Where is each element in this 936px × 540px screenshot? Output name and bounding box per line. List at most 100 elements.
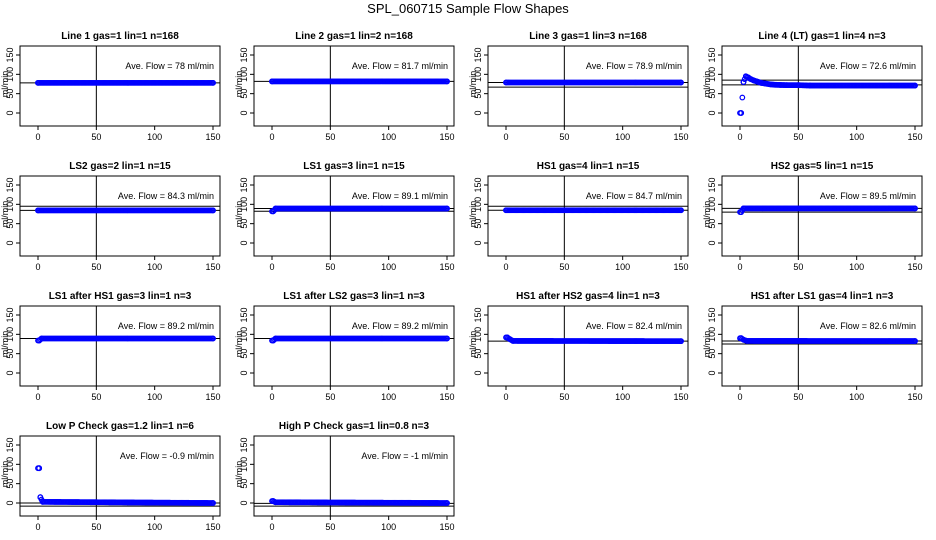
- x-tick-label: 100: [849, 132, 864, 142]
- panel-3: Line 3 gas=1 lin=3 n=168 0 50 100 150 0 50 100 1…: [468, 31, 689, 142]
- x-tick-label: 50: [325, 132, 335, 142]
- x-tick-label: 50: [91, 262, 101, 272]
- y-tick-label: 100: [707, 197, 717, 212]
- data-point: [740, 79, 747, 85]
- y-tick-label: 150: [239, 47, 249, 62]
- x-tick-label: 100: [615, 262, 630, 272]
- y-tick-label: 0: [5, 370, 15, 375]
- x-tick-label: 150: [205, 132, 220, 142]
- x-tick-label: 0: [503, 132, 508, 142]
- panel-title: HS2 gas=5 lin=1 n=15: [771, 161, 874, 172]
- y-axis-label: ml/min: [234, 71, 244, 98]
- y-tick-label: 50: [473, 349, 483, 359]
- y-tick-label: 100: [5, 457, 15, 472]
- x-tick-label: 100: [381, 392, 396, 402]
- x-tick-label: 50: [325, 522, 335, 532]
- y-tick-label: 50: [707, 219, 717, 229]
- y-tick-label: 0: [473, 370, 483, 375]
- y-tick-label: 50: [5, 89, 15, 99]
- y-tick-label: 0: [707, 370, 717, 375]
- panel-title: Line 2 gas=1 lin=2 n=168: [295, 31, 413, 42]
- x-tick-label: 150: [205, 522, 220, 532]
- plot-frame: [19, 305, 221, 387]
- y-tick-label: 150: [5, 177, 15, 192]
- plot-frame: [487, 305, 689, 387]
- x-tick-label: 150: [439, 262, 454, 272]
- y-axis-label: ml/min: [234, 461, 244, 488]
- x-tick-label: 150: [673, 262, 688, 272]
- y-tick-label: 50: [5, 479, 15, 489]
- data-point: [912, 338, 918, 344]
- plot-frame: [721, 45, 923, 127]
- x-tick-label: 0: [35, 262, 40, 272]
- data-point: [35, 207, 41, 214]
- x-tick-label: 50: [793, 262, 803, 272]
- y-tick-label: 50: [239, 479, 249, 489]
- data-point: [272, 205, 279, 212]
- data-point: [740, 336, 747, 343]
- y-tick-label: 150: [707, 177, 717, 192]
- data-point: [444, 205, 450, 212]
- y-tick-label: 0: [239, 240, 249, 245]
- average-flow-annotation: Ave. Flow = 89.1 ml/min: [352, 191, 448, 201]
- x-tick-label: 0: [35, 392, 40, 402]
- y-tick-label: 50: [239, 89, 249, 99]
- panel-1: Line 1 gas=1 lin=1 n=168 0 50 100 150 0 50 100 1…: [0, 31, 221, 142]
- x-tick-label: 0: [269, 262, 274, 272]
- x-tick-label: 150: [439, 132, 454, 142]
- x-tick-label: 50: [325, 392, 335, 402]
- plot-frame: [487, 45, 689, 127]
- panel-2: Line 2 gas=1 lin=2 n=168 0 50 100 150 0 50 100 1…: [234, 31, 455, 142]
- plot-frame: [253, 305, 455, 387]
- plot-frame: [253, 435, 455, 517]
- y-axis-label: ml/min: [234, 201, 244, 228]
- data-point: [678, 79, 684, 86]
- y-axis-label: ml/min: [702, 201, 712, 228]
- average-flow-annotation: Ave. Flow = -1 ml/min: [361, 451, 448, 461]
- y-tick-label: 150: [239, 307, 249, 322]
- y-tick-label: 0: [707, 110, 717, 115]
- y-tick-label: 100: [5, 67, 15, 82]
- data-point: [36, 465, 43, 472]
- x-tick-label: 150: [205, 392, 220, 402]
- y-tick-label: 50: [5, 349, 15, 359]
- x-tick-label: 100: [381, 522, 396, 532]
- data-point: [912, 205, 918, 212]
- average-flow-annotation: Ave. Flow = 89.2 ml/min: [352, 321, 448, 331]
- y-axis-label: ml/min: [468, 71, 478, 98]
- y-tick-label: 150: [239, 177, 249, 192]
- y-tick-label: 100: [239, 67, 249, 82]
- panel-title: LS1 after HS1 gas=3 lin=1 n=3: [49, 291, 192, 302]
- x-tick-label: 150: [439, 522, 454, 532]
- x-tick-label: 100: [615, 132, 630, 142]
- x-tick-label: 0: [35, 522, 40, 532]
- y-axis-label: ml/min: [702, 71, 712, 98]
- x-tick-label: 50: [559, 132, 569, 142]
- y-tick-label: 50: [707, 349, 717, 359]
- plot-frame: [19, 435, 221, 517]
- data-point: [210, 335, 216, 342]
- y-tick-label: 0: [707, 240, 717, 245]
- x-tick-label: 150: [205, 262, 220, 272]
- x-tick-label: 50: [793, 132, 803, 142]
- data-point: [39, 498, 46, 505]
- y-tick-label: 150: [5, 307, 15, 322]
- panel-title: HS1 after HS2 gas=4 lin=1 n=3: [516, 291, 660, 302]
- x-tick-label: 0: [737, 262, 742, 272]
- x-tick-label: 100: [849, 262, 864, 272]
- y-tick-label: 150: [5, 437, 15, 452]
- data-point: [807, 82, 813, 89]
- data-point: [37, 494, 44, 501]
- y-tick-label: 0: [473, 240, 483, 245]
- y-tick-label: 0: [239, 500, 249, 505]
- x-tick-label: 150: [439, 392, 454, 402]
- x-tick-label: 150: [907, 132, 922, 142]
- y-tick-label: 50: [473, 89, 483, 99]
- average-flow-annotation: Ave. Flow = 89.2 ml/min: [118, 321, 214, 331]
- y-axis-label: ml/min: [468, 331, 478, 358]
- plot-frame: [487, 175, 689, 257]
- y-tick-label: 150: [473, 177, 483, 192]
- x-tick-label: 100: [147, 522, 162, 532]
- x-tick-label: 100: [381, 132, 396, 142]
